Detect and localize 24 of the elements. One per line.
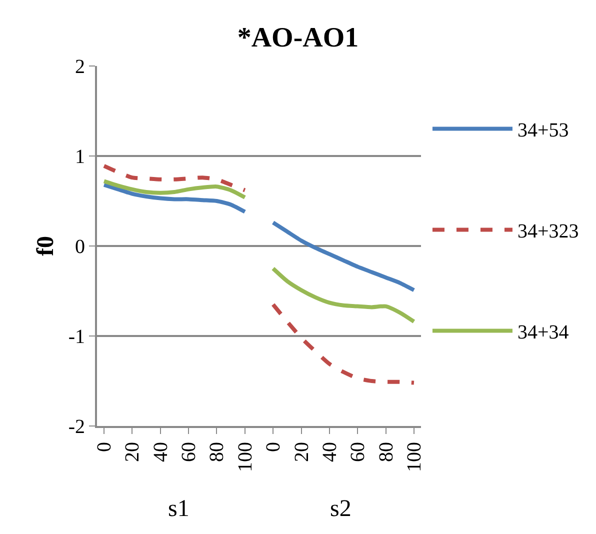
legend-label: 34+53: [517, 120, 569, 142]
y-tick-label: -1: [68, 326, 85, 348]
x-tick-label: 100: [234, 442, 256, 472]
text: s2: [330, 496, 352, 522]
x-tick-label: 0: [262, 442, 285, 452]
x-tick-label: 60: [347, 442, 370, 462]
x-tick-label: 100: [403, 442, 426, 472]
x-tick-label: 0: [94, 442, 116, 452]
x-tick-label: 40: [150, 442, 172, 462]
y-tick-label: 2: [75, 56, 85, 78]
y-tick-label: -2: [68, 416, 85, 438]
x-tick-label: 80: [375, 442, 398, 462]
x-tick-label: 20: [122, 442, 144, 462]
y-tick-label: 1: [75, 146, 85, 168]
y-axis-title: f0: [32, 236, 59, 256]
legend-label: 34+34: [517, 322, 569, 344]
y-tick-label: 0: [75, 236, 85, 258]
x-tick-label: 40: [318, 442, 341, 462]
x-tick-label: 20: [290, 442, 313, 462]
text: s1: [168, 496, 190, 522]
x-tick-label: 80: [206, 442, 228, 462]
x-tick-label: 60: [178, 442, 200, 462]
legend-label: 34+323: [517, 220, 579, 242]
chart-title: *AO-AO1: [237, 22, 359, 54]
